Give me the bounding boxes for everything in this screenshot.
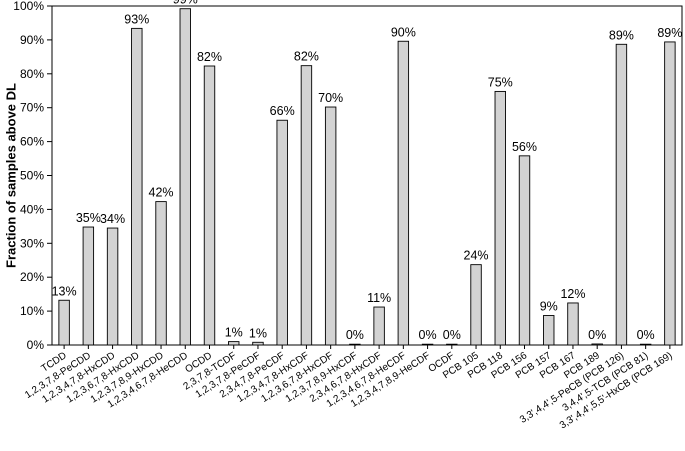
- data-label: 9%: [540, 300, 558, 314]
- bar: [131, 27, 143, 346]
- data-label: 89%: [657, 26, 682, 40]
- y-tick-label: 30%: [20, 236, 44, 250]
- bar: [397, 40, 410, 346]
- bar: [58, 299, 70, 346]
- bar: [373, 306, 385, 346]
- data-label: 1%: [249, 326, 267, 340]
- y-tick-label: 40%: [20, 202, 44, 216]
- data-label: 89%: [609, 28, 634, 42]
- y-tick-label: 70%: [20, 101, 44, 115]
- data-label: 82%: [197, 50, 222, 64]
- y-tick-label: 100%: [13, 0, 44, 13]
- bar: [203, 65, 216, 346]
- y-tick-label: 20%: [20, 270, 44, 284]
- y-tick-label: 10%: [20, 304, 44, 318]
- data-label: 42%: [149, 186, 174, 200]
- data-label: 13%: [52, 284, 77, 298]
- bar: [300, 65, 313, 346]
- data-labels: 13% 35%34% 93% 42% 99% 82% 1% 1% 66% 82% 70% 0% 11% 9…: [52, 0, 683, 342]
- bar: [82, 226, 95, 346]
- bar: [567, 302, 579, 346]
- data-label: 0%: [443, 328, 461, 342]
- data-label: 90%: [391, 25, 416, 39]
- data-label: 0%: [637, 328, 655, 342]
- bar: [591, 343, 603, 346]
- bar: [446, 343, 458, 346]
- data-label: 70%: [318, 91, 343, 105]
- x-axis: TCDD1,2,3,7,8-PeCDD1,2,3,4,7,8-HxCDD1,2,…: [23, 345, 675, 431]
- data-label: 93%: [124, 12, 149, 26]
- y-axis: 0% 10% 20% 30% 40% 50% 60% 70% 80% 90% 100%: [13, 0, 52, 352]
- bar: [421, 343, 434, 346]
- y-tick-label: 80%: [20, 67, 44, 81]
- bar: [349, 343, 361, 346]
- y-tick-label: 0%: [27, 338, 45, 352]
- y-tick-label: 50%: [20, 169, 44, 183]
- bar: [639, 343, 652, 346]
- bar: [106, 227, 119, 346]
- data-label: 0%: [419, 328, 437, 342]
- data-label: 0%: [346, 328, 364, 342]
- bar: [494, 90, 506, 346]
- bar: [615, 43, 628, 346]
- data-label: 0%: [588, 328, 606, 342]
- bar: [155, 201, 167, 346]
- data-label: 34%: [100, 212, 125, 226]
- data-label: 66%: [270, 104, 295, 118]
- data-label: 99%: [173, 0, 198, 7]
- data-label: 11%: [367, 291, 391, 305]
- bar: [324, 106, 337, 346]
- bar: [470, 264, 482, 346]
- bar: [228, 341, 240, 346]
- data-label: 24%: [464, 249, 489, 263]
- y-tick-label: 60%: [20, 135, 44, 149]
- data-label: 56%: [512, 140, 537, 154]
- data-label: 35%: [76, 211, 101, 225]
- bar: [664, 41, 676, 346]
- data-label: 12%: [560, 287, 585, 301]
- bar: [543, 315, 555, 346]
- data-label: 1%: [225, 326, 243, 340]
- bar: [179, 8, 191, 346]
- data-label: 82%: [294, 50, 319, 64]
- bars: [58, 8, 676, 346]
- y-axis-title-group: Fraction of samples above DL: [4, 83, 19, 268]
- bar: [276, 119, 288, 346]
- bar: [518, 155, 531, 346]
- data-label: 75%: [488, 75, 513, 89]
- bar: [252, 341, 264, 346]
- y-tick-label: 90%: [20, 33, 44, 47]
- y-axis-title: Fraction of samples above DL: [4, 83, 19, 268]
